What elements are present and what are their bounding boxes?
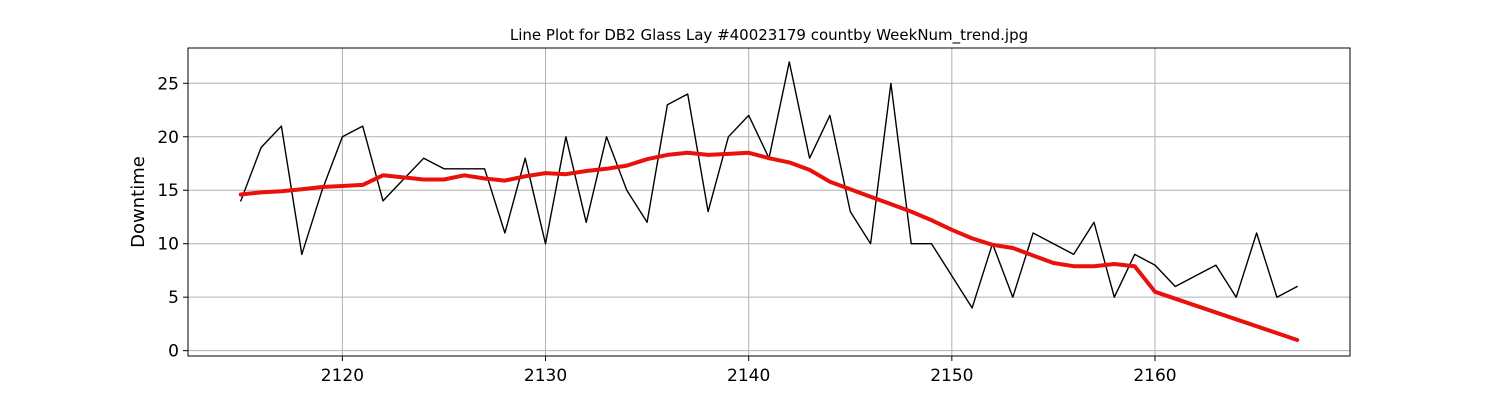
x-tick-label: 2130 [524, 366, 567, 386]
x-tick-label: 2120 [321, 366, 364, 386]
axis-ticks: 2120 2130 2140 2150 2160 0 5 10 15 20 25 [157, 74, 1176, 386]
series-lines [238, 61, 1300, 342]
y-tick-label: 10 [157, 235, 179, 255]
x-tick-label: 2140 [727, 366, 770, 386]
chart-title: Line Plot for DB2 Glass Lay #40023179 co… [510, 26, 1028, 45]
grid-lines [188, 48, 1350, 356]
trend-line [238, 150, 1300, 342]
y-tick-label: 25 [157, 74, 179, 94]
y-tick-label: 15 [157, 181, 179, 201]
x-tick-label: 2150 [930, 366, 973, 386]
y-tick-label: 5 [168, 288, 179, 308]
y-tick-label: 20 [157, 128, 179, 148]
y-tick-label: 0 [168, 342, 179, 362]
plot-area-frame [187, 47, 1351, 357]
y-axis-title: Downtime [128, 156, 149, 248]
x-tick-label: 2160 [1133, 366, 1176, 386]
